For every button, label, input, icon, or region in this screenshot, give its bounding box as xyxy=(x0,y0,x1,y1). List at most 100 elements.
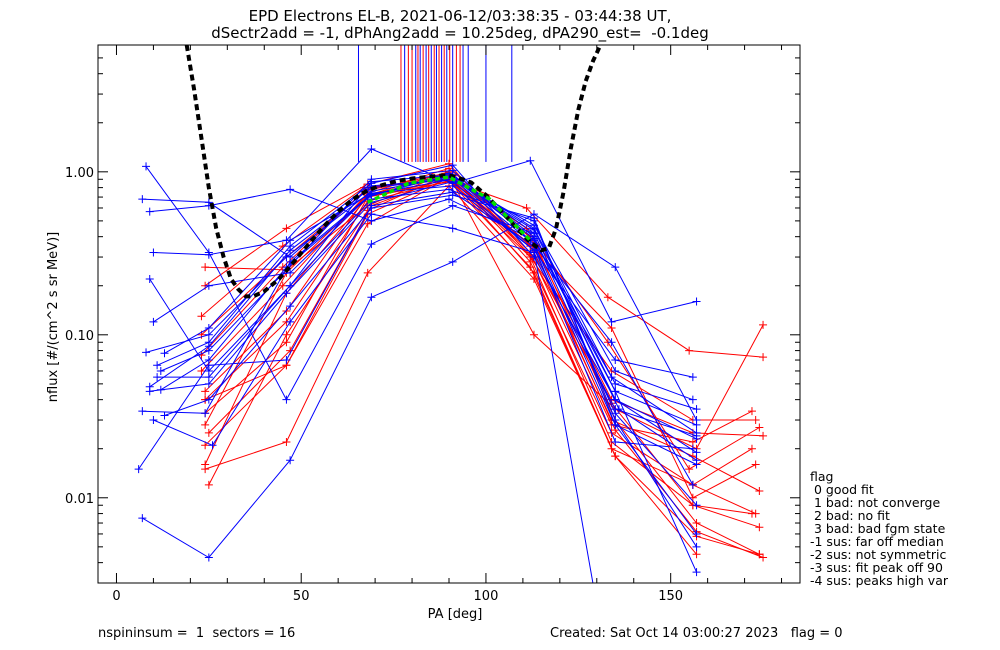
chart-title-line2: dSectr2add = -1, dPhAng2add = 10.25deg, … xyxy=(211,24,709,42)
x-tick-label: 50 xyxy=(293,589,310,604)
data-point xyxy=(204,428,213,437)
series-line xyxy=(138,191,693,470)
data-point xyxy=(445,195,453,204)
data-point xyxy=(759,553,768,562)
data-point xyxy=(692,519,701,528)
data-point xyxy=(145,207,154,216)
data-point xyxy=(201,420,210,429)
data-point xyxy=(685,465,694,474)
data-point xyxy=(603,293,612,302)
data-point xyxy=(759,320,768,329)
y-tick-label: 0.01 xyxy=(65,492,94,507)
data-point xyxy=(445,159,453,168)
data-point xyxy=(448,257,457,266)
data-point xyxy=(282,330,291,339)
flag-legend: flag 0 good fit 1 bad: not converge 2 ba… xyxy=(810,470,948,587)
data-point xyxy=(529,234,538,243)
data-point xyxy=(363,268,372,277)
data-point xyxy=(153,361,162,370)
data-point xyxy=(286,236,295,245)
y-axis-label: nflux [#/(cm^2 s sr MeV)] xyxy=(46,232,61,402)
series-line xyxy=(164,194,697,535)
data-point xyxy=(204,480,213,489)
data-point xyxy=(611,379,620,388)
data-point xyxy=(201,387,210,396)
chart-title-line1: EPD Electrons EL-B, 2021-06-12/03:38:35 … xyxy=(248,7,672,25)
series-line xyxy=(145,166,697,440)
data-point xyxy=(692,550,701,559)
x-tick-label: 0 xyxy=(112,589,120,604)
data-point xyxy=(611,420,620,429)
series-line xyxy=(153,213,697,446)
legend-item: 2 bad: no fit xyxy=(810,508,890,523)
data-point xyxy=(367,145,376,154)
data-point xyxy=(692,529,701,538)
series-line xyxy=(208,174,760,555)
series-line xyxy=(142,213,697,559)
data-point xyxy=(160,349,169,358)
data-point xyxy=(138,514,147,523)
data-point xyxy=(138,195,147,204)
series-line xyxy=(149,188,697,434)
data-point xyxy=(204,281,213,290)
data-point xyxy=(759,431,768,440)
legend-item: -1 sus: far off median xyxy=(810,534,944,549)
data-point xyxy=(149,248,158,257)
data-point xyxy=(593,601,601,609)
data-point xyxy=(286,317,295,326)
footer-left: nspininsum = 1 sectors = 16 xyxy=(98,626,296,641)
data-point xyxy=(201,460,210,469)
series-line xyxy=(153,148,697,323)
x-tick-label: 150 xyxy=(658,589,683,604)
data-point xyxy=(607,317,616,326)
data-point xyxy=(156,385,165,394)
data-point xyxy=(204,324,213,333)
data-point xyxy=(611,263,620,272)
data-point xyxy=(282,224,291,233)
data-point xyxy=(201,263,210,272)
data-point xyxy=(282,395,291,404)
data-point xyxy=(692,420,701,429)
data-point xyxy=(367,210,376,219)
data-point xyxy=(759,353,768,362)
x-axis-label: PA [deg] xyxy=(428,607,483,622)
data-point xyxy=(204,198,213,207)
data-point xyxy=(138,407,147,416)
data-point xyxy=(755,550,764,559)
data-point xyxy=(282,289,291,298)
legend-item: 1 bad: not converge xyxy=(810,495,941,510)
data-point xyxy=(526,257,535,266)
data-point xyxy=(204,379,213,388)
data-point xyxy=(522,203,531,212)
series-line xyxy=(160,174,697,573)
data-point xyxy=(367,240,376,249)
data-point xyxy=(142,348,151,357)
legend-item: -3 sus: fit peak off 90 xyxy=(810,560,943,575)
data-point xyxy=(692,297,701,306)
data-point xyxy=(448,161,457,170)
series-line xyxy=(149,181,594,583)
data-point xyxy=(529,246,538,255)
data-point xyxy=(685,346,694,355)
data-point xyxy=(204,373,213,382)
series-line xyxy=(164,185,694,378)
data-point xyxy=(208,441,217,450)
data-point xyxy=(448,201,457,210)
data-point xyxy=(286,185,295,194)
data-point xyxy=(367,293,376,302)
data-point xyxy=(751,416,760,425)
data-point xyxy=(611,601,619,609)
series-line xyxy=(204,185,697,555)
data-point xyxy=(611,405,620,414)
data-point xyxy=(755,523,764,532)
data-point xyxy=(611,356,620,365)
data-point xyxy=(692,568,701,577)
data-point xyxy=(611,366,620,375)
series-line xyxy=(156,164,697,453)
data-point xyxy=(367,179,376,188)
data-point xyxy=(747,509,756,518)
series-line xyxy=(201,172,760,470)
data-point xyxy=(692,405,701,414)
data-point xyxy=(204,346,213,355)
